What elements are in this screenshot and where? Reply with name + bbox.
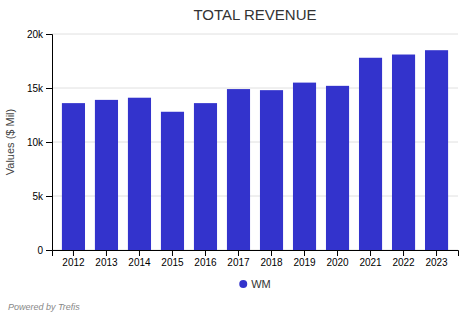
- tick-mark: [139, 250, 140, 256]
- bar: [392, 55, 415, 250]
- bar: [95, 100, 118, 250]
- legend-item: WM: [239, 278, 271, 290]
- tick-mark: [106, 250, 107, 256]
- tick-mark: [271, 250, 272, 256]
- tick: 15k: [27, 83, 52, 94]
- tick-label: 20k: [27, 29, 44, 40]
- tick-label: 2014: [128, 257, 151, 268]
- tick-label: 2020: [326, 257, 349, 268]
- tick: 2016: [194, 250, 217, 268]
- tick: 0: [37, 245, 52, 256]
- tick-mark: [172, 250, 173, 256]
- tick: 2023: [425, 250, 448, 268]
- tick-mark: [337, 250, 338, 256]
- tick-label: 2015: [161, 257, 184, 268]
- tick-label: 2019: [293, 257, 316, 268]
- tick-label: 5k: [32, 191, 44, 202]
- bar: [194, 103, 217, 250]
- bar: [62, 103, 85, 250]
- legend-marker: [239, 280, 247, 288]
- tick: 2022: [392, 250, 415, 268]
- axis-line: [53, 251, 459, 257]
- tick: 2012: [62, 250, 85, 268]
- bar: [359, 58, 382, 250]
- tick: 5k: [32, 191, 52, 202]
- tick: 2017: [227, 250, 250, 268]
- bar: [227, 89, 250, 250]
- bar: [293, 83, 316, 250]
- tick-mark: [46, 196, 52, 197]
- tick: 2014: [128, 250, 151, 268]
- tick: 2013: [95, 250, 118, 268]
- bar: [161, 112, 184, 250]
- tick-mark: [205, 250, 206, 256]
- tick-label: 10k: [27, 137, 44, 148]
- tick-label: 2023: [425, 257, 448, 268]
- tick: 20k: [27, 29, 52, 40]
- tick-mark: [46, 34, 52, 35]
- grid-line: [52, 34, 458, 35]
- tick-label: 15k: [27, 83, 44, 94]
- tick-mark: [403, 250, 404, 256]
- tick-mark: [436, 250, 437, 256]
- tick-label: 2017: [227, 257, 250, 268]
- tick-label: 2013: [95, 257, 118, 268]
- tick-mark: [46, 142, 52, 143]
- legend-label: WM: [251, 278, 271, 290]
- tick-mark: [370, 250, 371, 256]
- x-axis: 2012 2013 2014 2015 2016 2017 2018 2019 2020 2021…: [53, 250, 459, 268]
- bar: [326, 86, 349, 250]
- bars: [62, 50, 448, 250]
- tick: 10k: [27, 137, 52, 148]
- bar: [128, 98, 151, 250]
- tick-mark: [238, 250, 239, 256]
- tick-label: 0: [37, 245, 43, 256]
- annotation: Powered by Trefis: [8, 302, 80, 312]
- tick-mark: [46, 250, 52, 251]
- tick-mark: [304, 250, 305, 256]
- legend: WM: [239, 278, 271, 290]
- tick: 2019: [293, 250, 316, 268]
- bar: [260, 90, 283, 250]
- tick: 2015: [161, 250, 184, 268]
- tick: 2018: [260, 250, 283, 268]
- plot: 0 5k 10k 15k 20k 2012 2013 2014 2015 2016 2017 2018…: [27, 29, 459, 268]
- tick-label: 2021: [359, 257, 382, 268]
- tick-label: 2012: [62, 257, 85, 268]
- axis-title: Values ($ Mil): [4, 109, 16, 175]
- bar: [425, 50, 448, 250]
- tick-label: 2016: [194, 257, 217, 268]
- title: TOTAL REVENUE: [193, 6, 316, 23]
- tick-label: 2022: [392, 257, 415, 268]
- y-axis: 0 5k 10k 15k 20k: [27, 29, 53, 256]
- grid: [52, 34, 458, 250]
- tick-label: 2018: [260, 257, 283, 268]
- tick: 2020: [326, 250, 349, 268]
- chart: 0 5k 10k 15k 20k 2012 2013 2014 2015 2016 2017 2018…: [0, 0, 474, 316]
- tick-mark: [46, 88, 52, 89]
- tick-mark: [73, 250, 74, 256]
- tick: 2021: [359, 250, 382, 268]
- axis-line: [46, 35, 53, 251]
